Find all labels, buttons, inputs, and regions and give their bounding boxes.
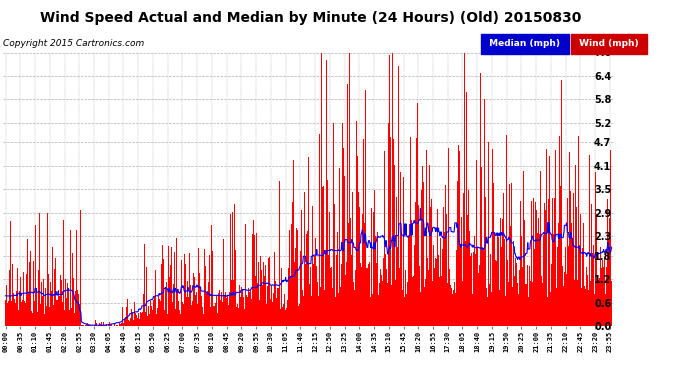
Text: Median (mph): Median (mph) — [486, 39, 564, 48]
Text: Copyright 2015 Cartronics.com: Copyright 2015 Cartronics.com — [3, 39, 145, 48]
Text: Wind Speed Actual and Median by Minute (24 Hours) (Old) 20150830: Wind Speed Actual and Median by Minute (… — [40, 11, 581, 25]
Text: Wind (mph): Wind (mph) — [576, 39, 642, 48]
